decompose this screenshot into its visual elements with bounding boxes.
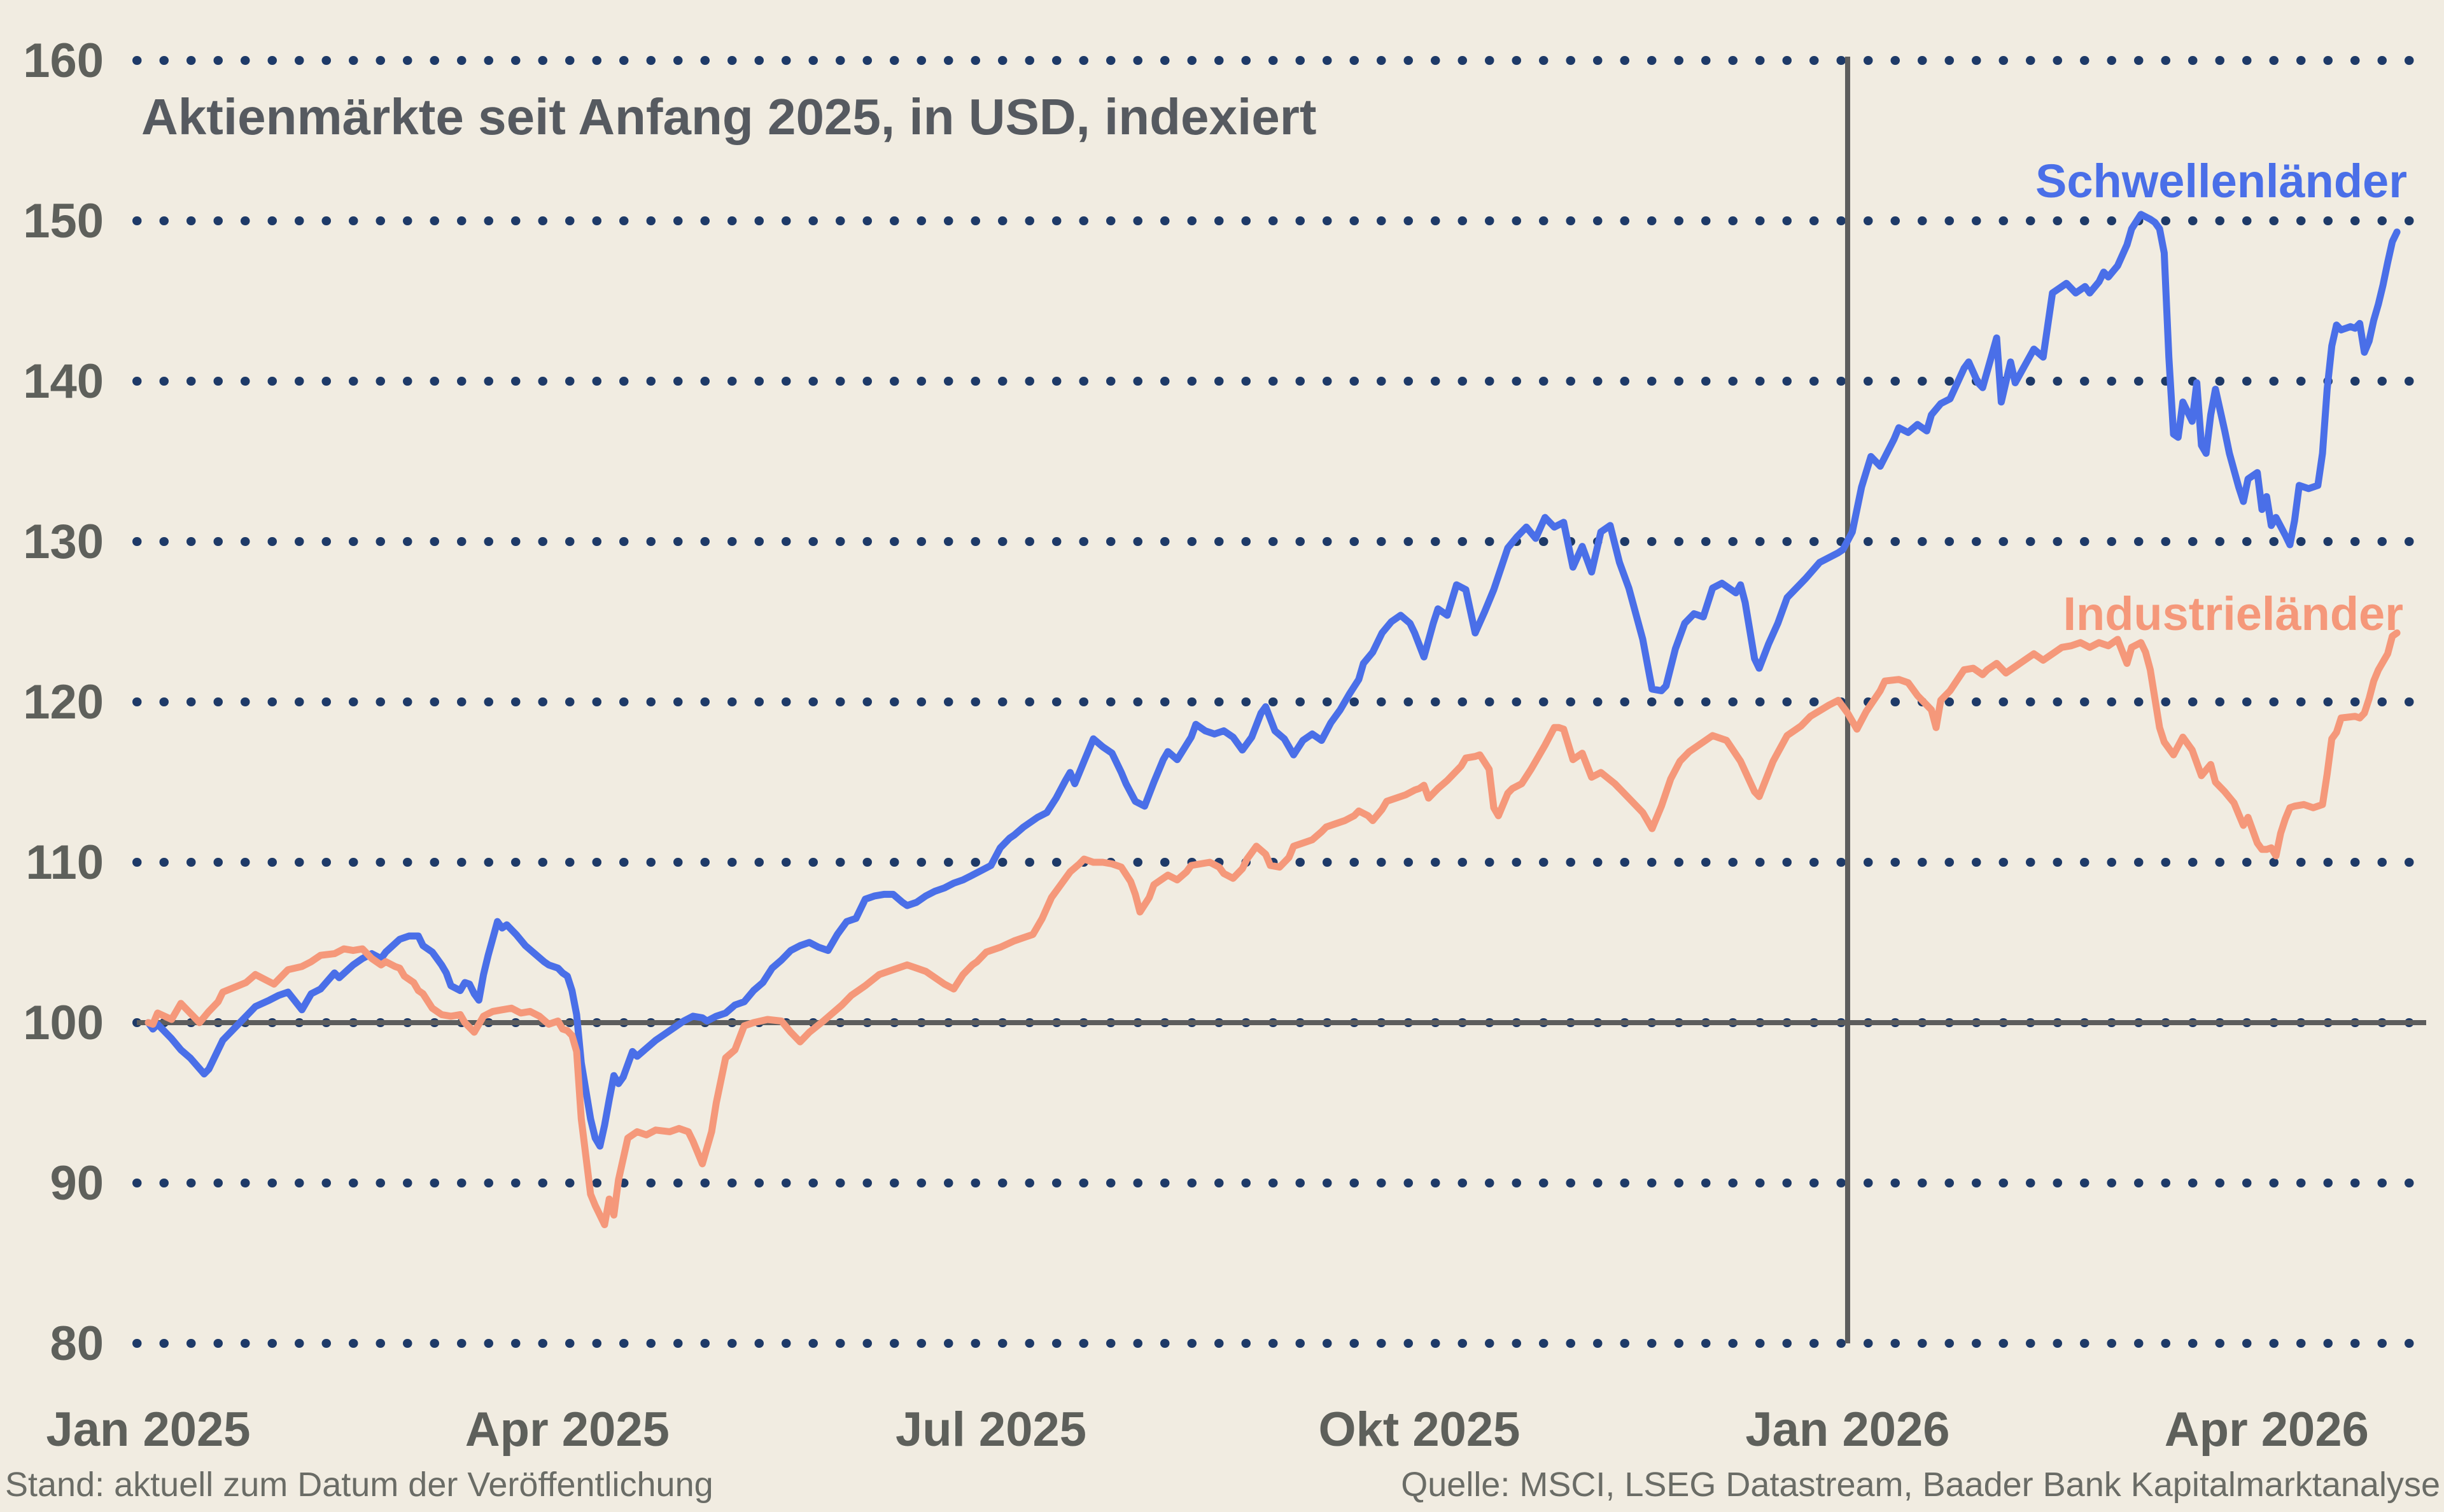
y-axis-label: 120 bbox=[23, 675, 104, 729]
y-axis-label: 160 bbox=[23, 34, 104, 88]
legend-industrielaender: Industrieländer bbox=[2063, 587, 2403, 640]
x-axis-label: Jul 2025 bbox=[895, 1403, 1086, 1457]
y-axis-label: 90 bbox=[50, 1156, 104, 1210]
x-axis-label: Okt 2025 bbox=[1319, 1403, 1520, 1457]
x-axis-label: Jan 2026 bbox=[1745, 1403, 1949, 1457]
y-axis-label: 100 bbox=[23, 996, 104, 1050]
footnote-source: Quelle: MSCI, LSEG Datastream, Baader Ba… bbox=[1401, 1466, 2440, 1504]
y-axis-label: 130 bbox=[23, 515, 104, 569]
series-line-industrielaender bbox=[144, 629, 2401, 1228]
x-axis-label: Apr 2025 bbox=[465, 1403, 670, 1457]
y-axis-label: 140 bbox=[23, 354, 104, 409]
chart-title: Aktienmärkte seit Anfang 2025, in USD, i… bbox=[141, 88, 1317, 145]
y-axis-label: 110 bbox=[25, 836, 104, 890]
series-line-schwellenlaender bbox=[144, 211, 2401, 1150]
footnote-status: Stand: aktuell zum Datum der Veröffentli… bbox=[5, 1466, 713, 1504]
x-axis-label: Jan 2025 bbox=[46, 1403, 250, 1457]
y-axis-label: 80 bbox=[50, 1317, 104, 1371]
y-axis-label: 150 bbox=[23, 194, 104, 248]
legend-schwellenlaender: Schwellenländer bbox=[2035, 155, 2407, 207]
x-axis-label: Apr 2026 bbox=[2165, 1403, 2369, 1457]
